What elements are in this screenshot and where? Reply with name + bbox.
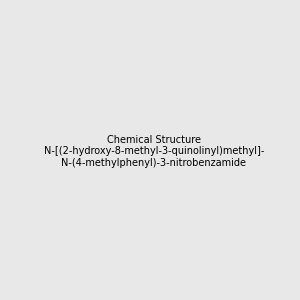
Text: Chemical Structure
N-[(2-hydroxy-8-methyl-3-quinolinyl)methyl]-
N-(4-methylpheny: Chemical Structure N-[(2-hydroxy-8-methy… bbox=[44, 135, 264, 168]
